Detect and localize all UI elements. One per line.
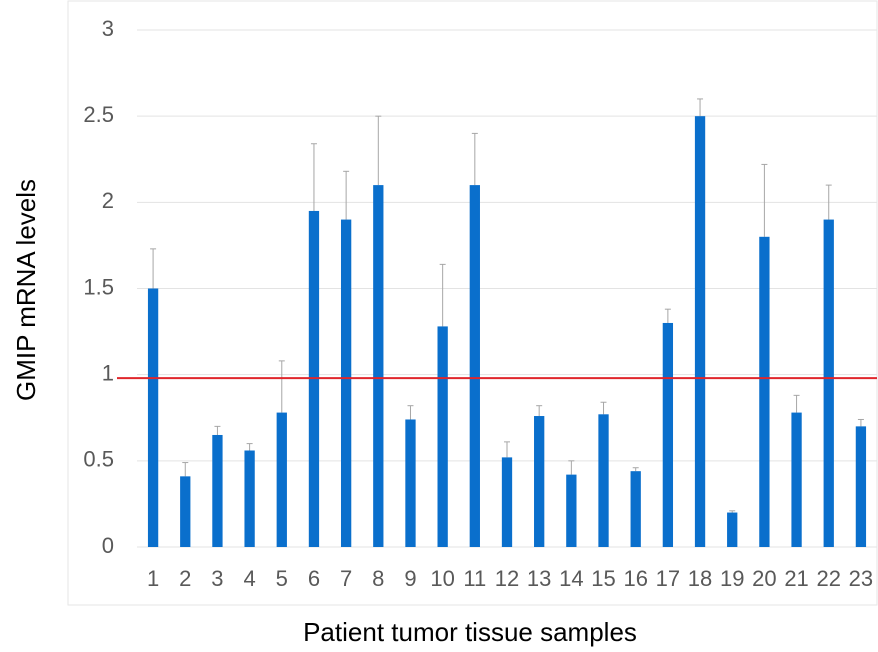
x-tick-label: 14 (559, 566, 583, 591)
bar (405, 419, 416, 547)
x-tick-label: 5 (276, 566, 288, 591)
x-tick-label: 6 (308, 566, 320, 591)
x-tick-label: 21 (784, 566, 808, 591)
x-tick-label: 20 (752, 566, 776, 591)
bar (501, 457, 513, 547)
x-tick-label: 1 (147, 566, 159, 591)
x-tick-label: 9 (404, 566, 416, 591)
bar (437, 326, 448, 547)
bar (694, 116, 706, 548)
x-tick-label: 22 (816, 566, 840, 591)
bar (662, 322, 674, 547)
bar (373, 185, 384, 547)
bar (727, 512, 738, 547)
bar (180, 476, 191, 547)
bar (534, 416, 545, 547)
bar (566, 474, 577, 547)
x-tick-label: 15 (591, 566, 615, 591)
y-tick-label: 0.5 (83, 447, 114, 472)
chart-frame (67, 0, 878, 606)
x-tick-label: 4 (243, 566, 255, 591)
x-tick-label: 10 (430, 566, 454, 591)
bar (630, 471, 641, 547)
x-tick-label: 18 (688, 566, 712, 591)
y-tick-label: 1 (102, 360, 114, 385)
bar (276, 412, 287, 547)
x-tick-label: 2 (179, 566, 191, 591)
y-tick-label: 1.5 (83, 274, 114, 299)
bar (212, 434, 223, 547)
x-tick-label: 7 (340, 566, 352, 591)
x-tick-label: 3 (211, 566, 223, 591)
bar (791, 412, 802, 547)
x-tick-label: 8 (372, 566, 384, 591)
bar (823, 219, 834, 548)
y-tick-label: 2 (102, 188, 114, 213)
x-axis-title: Patient tumor tissue samples (303, 617, 637, 647)
y-tick-label: 2.5 (83, 102, 114, 127)
x-tick-label: 23 (849, 566, 873, 591)
bar (759, 236, 770, 548)
bar (855, 426, 867, 547)
x-tick-label: 12 (495, 566, 519, 591)
x-tick-label: 13 (527, 566, 551, 591)
y-tick-label: 3 (102, 16, 114, 41)
x-tick-label: 17 (656, 566, 680, 591)
bar (469, 185, 480, 547)
bar (244, 450, 255, 547)
x-tick-label: 11 (463, 566, 486, 591)
x-tick-label: 19 (720, 566, 744, 591)
bar (598, 414, 609, 547)
bar (340, 219, 352, 548)
y-axis-title: GMIP mRNA levels (11, 179, 41, 401)
bar (147, 288, 159, 547)
y-tick-label: 0 (102, 533, 114, 558)
x-tick-label: 16 (623, 566, 647, 591)
